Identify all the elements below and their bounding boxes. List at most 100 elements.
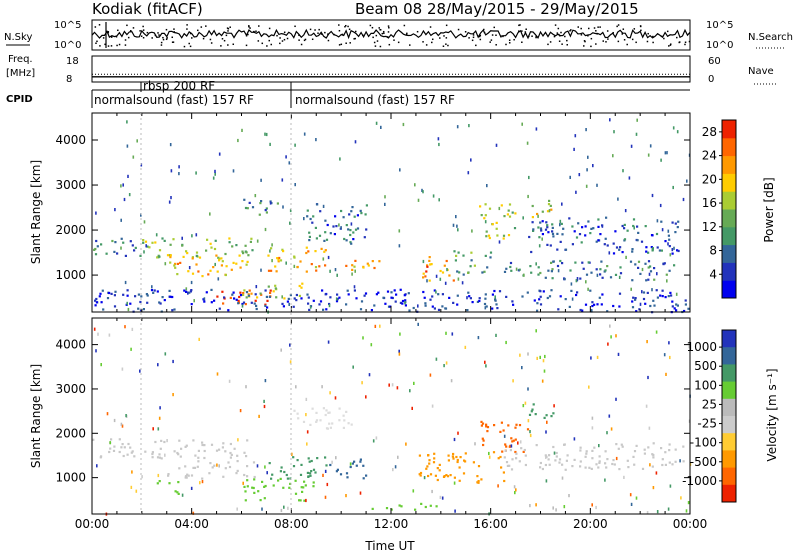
velocity-cell bbox=[352, 365, 354, 369]
velocity-cell bbox=[167, 474, 170, 477]
power-cell bbox=[498, 240, 501, 244]
noise-point bbox=[186, 24, 188, 26]
velocity-cell bbox=[579, 446, 582, 449]
velocity-cell bbox=[243, 473, 246, 477]
power-cell bbox=[661, 295, 664, 298]
power-cell bbox=[573, 230, 576, 233]
power-cell bbox=[495, 221, 498, 224]
power-cell bbox=[585, 273, 589, 276]
velocity-cell bbox=[550, 415, 553, 418]
velocity-cell bbox=[184, 475, 188, 478]
power-cell bbox=[671, 221, 674, 224]
power-cell bbox=[228, 241, 231, 244]
noise-point bbox=[580, 27, 582, 30]
power-cell bbox=[264, 227, 267, 232]
x-tick-label: 20:00 bbox=[573, 517, 608, 531]
noise-point bbox=[338, 24, 340, 26]
noise-point bbox=[162, 38, 165, 41]
power-cell bbox=[260, 200, 263, 203]
power-cell bbox=[429, 298, 432, 301]
power-cell bbox=[632, 296, 635, 299]
velocity-cell bbox=[338, 419, 341, 422]
power-cell bbox=[346, 289, 349, 292]
power-cell bbox=[659, 203, 662, 208]
velocity-cell bbox=[251, 486, 254, 489]
power-cell bbox=[373, 304, 376, 307]
y-tick-label: 2000 bbox=[55, 426, 86, 440]
power-cell bbox=[168, 289, 171, 292]
power-cell bbox=[318, 265, 321, 268]
power-cell bbox=[181, 244, 184, 247]
noise-point bbox=[107, 31, 110, 33]
velocity-cell bbox=[312, 468, 316, 471]
velocity-cell bbox=[417, 322, 419, 326]
power-cell bbox=[251, 206, 255, 209]
velocity-cell bbox=[324, 469, 327, 473]
power-cell bbox=[250, 237, 253, 240]
velocity-cell bbox=[541, 467, 544, 471]
noise-point bbox=[99, 45, 101, 47]
power-cell bbox=[176, 273, 179, 276]
power-cell bbox=[287, 297, 290, 300]
power-cell bbox=[433, 307, 436, 310]
velocity-cell bbox=[428, 462, 431, 465]
power-cell bbox=[629, 260, 633, 263]
power-cell bbox=[662, 263, 665, 266]
power-cell bbox=[143, 250, 145, 254]
velocity-cell bbox=[192, 466, 195, 469]
power-cell bbox=[468, 124, 470, 128]
velocity-cell bbox=[279, 477, 282, 480]
velocity-cell bbox=[394, 465, 397, 469]
power-cell bbox=[430, 263, 433, 266]
velocity-cell bbox=[133, 455, 136, 458]
power-cell bbox=[300, 286, 303, 289]
power-cell bbox=[596, 183, 598, 187]
power-cell bbox=[561, 202, 563, 206]
velocity-cell bbox=[311, 407, 314, 410]
velocity-cell bbox=[545, 479, 548, 483]
power-cell bbox=[537, 226, 540, 229]
velocity-cell bbox=[398, 352, 401, 356]
power-cell bbox=[551, 230, 554, 233]
power-cell bbox=[353, 289, 356, 292]
noise-point bbox=[590, 37, 593, 40]
power-cell bbox=[612, 304, 615, 308]
velocity-cell bbox=[535, 329, 537, 333]
y-tick-label: 3000 bbox=[55, 382, 86, 396]
power-cell bbox=[247, 254, 250, 257]
velocity-cell bbox=[519, 353, 521, 357]
velocity-cell bbox=[328, 411, 331, 414]
power-cell bbox=[289, 221, 291, 225]
power-cell bbox=[349, 233, 352, 237]
velocity-cell bbox=[307, 475, 310, 478]
velocity-cell bbox=[213, 464, 216, 467]
noise-point bbox=[309, 28, 312, 31]
noise-point bbox=[304, 38, 307, 41]
power-cell bbox=[505, 267, 508, 270]
power-cell bbox=[671, 300, 674, 303]
velocity-cell bbox=[336, 468, 339, 471]
velocity-cell bbox=[598, 444, 600, 448]
velocity-cell bbox=[280, 508, 283, 513]
power-cell bbox=[484, 203, 487, 206]
noise-point bbox=[472, 36, 475, 39]
velocity-cell bbox=[252, 486, 255, 490]
power-cell bbox=[390, 296, 393, 299]
power-cell bbox=[581, 309, 584, 312]
velocity-cell bbox=[585, 450, 588, 453]
velocity-cell bbox=[436, 467, 439, 470]
noise-point bbox=[327, 39, 330, 42]
power-cell bbox=[288, 161, 291, 165]
power-cell bbox=[670, 294, 673, 297]
power-cell bbox=[353, 285, 356, 289]
velocity-cell bbox=[266, 471, 268, 475]
noise-point bbox=[372, 36, 374, 39]
power-cell bbox=[630, 287, 632, 291]
power-cell bbox=[556, 232, 559, 235]
velocity-cell bbox=[674, 448, 677, 451]
velocity-cell bbox=[606, 431, 608, 435]
power-cell bbox=[213, 299, 216, 302]
noise-point bbox=[223, 39, 226, 42]
power-cell bbox=[99, 292, 102, 295]
